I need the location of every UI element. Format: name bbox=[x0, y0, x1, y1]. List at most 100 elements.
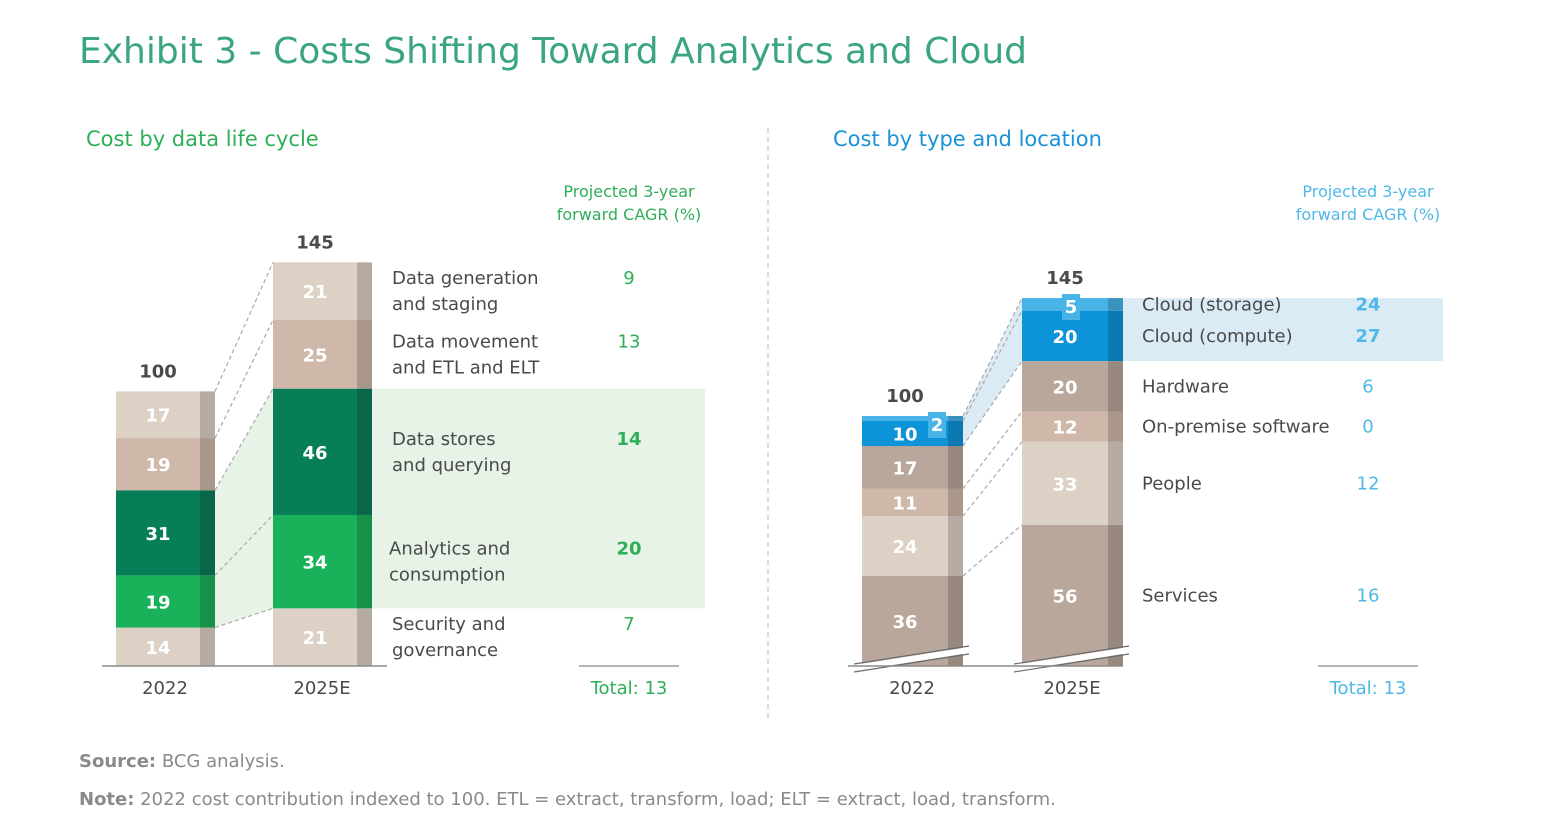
bar-segment-shade-on-premise-software-2025e bbox=[1108, 411, 1123, 442]
bar-segment-on-premise-software-2022 bbox=[862, 488, 948, 516]
series-label-on-premise-software: On-premise software bbox=[1142, 417, 1330, 438]
bar-segment-shade-data-stores-and-querying-2025e bbox=[357, 388, 372, 515]
value-label-people-2025e: 33 bbox=[1052, 474, 1077, 495]
bar-segment-data-movement-and-etl-and-elt-2025e bbox=[273, 320, 357, 389]
value-label-security-and-governance-2025e: 21 bbox=[302, 628, 327, 649]
bar-segment-shade-data-stores-and-querying-2022 bbox=[200, 490, 215, 576]
series-label-line-2: and ETL and ELT bbox=[392, 357, 540, 378]
value-label-hardware-2022: 17 bbox=[892, 458, 917, 479]
cagr-header-line-1: Projected 3-year bbox=[1302, 182, 1434, 201]
highlight-band bbox=[1123, 298, 1443, 362]
bar-segment-data-movement-and-etl-and-elt-2022 bbox=[116, 438, 200, 491]
series-label-line-1: Cloud (storage) bbox=[1142, 294, 1282, 315]
value-label-security-and-governance-2022: 14 bbox=[145, 638, 170, 659]
bar-segment-shade-on-premise-software-2022 bbox=[948, 488, 963, 516]
connector-line-hardware bbox=[962, 411, 1023, 489]
axis-break-line-a-2022 bbox=[853, 645, 970, 665]
panel-subtitle-cost-by-type-and-location: Cost by type and location bbox=[833, 127, 1102, 151]
series-label-line-1: People bbox=[1142, 473, 1202, 494]
value-label-data-stores-and-querying-2025e: 46 bbox=[302, 443, 327, 464]
value-label-services-2025e: 56 bbox=[1052, 586, 1077, 607]
connector-line-top bbox=[214, 262, 274, 392]
axis-break-line-b-2025e bbox=[1013, 653, 1130, 673]
value-label-cloud-compute-2022: 10 bbox=[892, 425, 917, 446]
cagr-value-cloud-storage: 24 bbox=[1355, 294, 1380, 315]
bar-segment-data-generation-and-staging-2022 bbox=[116, 391, 200, 439]
highlight-connector bbox=[215, 388, 273, 628]
value-badge-cloud-storage-2025e bbox=[1062, 294, 1080, 321]
cagr-value-people: 12 bbox=[1357, 473, 1380, 494]
series-label-analytics-and-consumption: Analytics and consumption bbox=[389, 539, 510, 586]
series-label-services: Services bbox=[1142, 585, 1218, 606]
series-label-line-2: consumption bbox=[389, 565, 506, 586]
bar-segment-shade-analytics-and-consumption-2022 bbox=[200, 575, 215, 628]
series-label-data-generation-and-staging: Data generation and staging bbox=[392, 268, 539, 315]
series-label-line-2: and querying bbox=[392, 455, 511, 476]
footnote: Note: 2022 cost contribution indexed to … bbox=[79, 789, 1056, 810]
bar-segment-shade-analytics-and-consumption-2025e bbox=[357, 514, 372, 609]
series-label-cloud-storage: Cloud (storage) bbox=[1142, 294, 1282, 315]
bar-segment-data-stores-and-querying-2025e bbox=[273, 388, 357, 515]
bar-segment-services-2025e bbox=[1022, 524, 1108, 666]
bar-segment-shade-cloud-storage-2022 bbox=[948, 416, 963, 421]
value-label-data-generation-and-staging-2025e: 21 bbox=[302, 282, 327, 303]
axis-break-gap-2022 bbox=[853, 647, 970, 671]
series-label-line-1: Hardware bbox=[1142, 376, 1229, 397]
cagr-value-data-stores-and-querying: 14 bbox=[616, 429, 641, 450]
bar-segment-shade-data-movement-and-etl-and-elt-2025e bbox=[357, 320, 372, 389]
bar-segment-shade-data-movement-and-etl-and-elt-2022 bbox=[200, 438, 215, 491]
bar-segment-shade-people-2025e bbox=[1108, 441, 1123, 525]
bar-segment-shade-cloud-storage-2025e bbox=[1108, 298, 1123, 311]
cagr-header-line-2: forward CAGR (%) bbox=[1296, 205, 1441, 224]
bar-segment-shade-security-and-governance-2025e bbox=[357, 608, 372, 666]
source-note: Source: BCG analysis. bbox=[79, 751, 285, 772]
axis-break-line-a-2025e bbox=[1013, 645, 1130, 665]
category-label-2022: 2022 bbox=[142, 678, 188, 699]
bar-segment-on-premise-software-2025e bbox=[1022, 411, 1108, 442]
series-label-line-1: Data movement bbox=[392, 331, 538, 352]
total-label-2022: 100 bbox=[139, 361, 177, 382]
series-label-line-1: Cloud (compute) bbox=[1142, 326, 1293, 347]
connector-line-cloud-compute bbox=[962, 360, 1023, 447]
value-label-analytics-and-consumption-2025e: 34 bbox=[302, 553, 327, 574]
cagr-value-services: 16 bbox=[1357, 585, 1380, 606]
chart-panel-type-location: Cost by type and location Projected 3-yea… bbox=[833, 127, 1443, 699]
cagr-value-on-premise-software: 0 bbox=[1362, 417, 1373, 438]
bar-segment-shade-people-2022 bbox=[948, 516, 963, 576]
value-label-data-generation-and-staging-2022: 17 bbox=[145, 406, 170, 427]
series-label-data-movement-and-etl-and-elt: Data movement and ETL and ELT bbox=[392, 331, 540, 378]
bar-segment-shade-services-2025e bbox=[1108, 524, 1123, 666]
bar-segment-analytics-and-consumption-2025e bbox=[273, 514, 357, 609]
cagr-value-analytics-and-consumption: 20 bbox=[616, 539, 641, 560]
bar-segment-security-and-governance-2025e bbox=[273, 608, 357, 666]
cagr-header-line-1: Projected 3-year bbox=[563, 182, 695, 201]
series-label-line-1: Data generation bbox=[392, 268, 539, 289]
panel-subtitle-cost-by-data-life-cycle: Cost by data life cycle bbox=[86, 127, 319, 151]
total-label-2025e: 145 bbox=[1046, 268, 1084, 289]
bar-segment-hardware-2022 bbox=[862, 446, 948, 489]
axis-break-gap-2025e bbox=[1013, 647, 1130, 671]
series-label-hardware: Hardware bbox=[1142, 376, 1229, 397]
cagr-value-data-movement-and-etl-and-elt: 13 bbox=[618, 331, 641, 352]
series-label-line-2: governance bbox=[392, 640, 498, 661]
bar-segment-data-stores-and-querying-2022 bbox=[116, 490, 200, 576]
source-label: Source: bbox=[79, 751, 156, 772]
bar-segment-people-2022 bbox=[862, 516, 948, 576]
bar-segment-shade-cloud-compute-2022 bbox=[948, 421, 963, 446]
series-label-line-1: Data stores bbox=[392, 429, 496, 450]
category-label-2022: 2022 bbox=[889, 678, 935, 699]
series-label-people: People bbox=[1142, 473, 1202, 494]
cagr-value-hardware: 6 bbox=[1362, 376, 1373, 397]
axis-break-line-b-2022 bbox=[853, 653, 970, 673]
note-text: 2022 cost contribution indexed to 100. E… bbox=[134, 789, 1055, 810]
bar-segment-hardware-2025e bbox=[1022, 361, 1108, 412]
value-label-hardware-2025e: 20 bbox=[1052, 377, 1077, 398]
category-label-2025e: 2025E bbox=[1043, 678, 1100, 699]
bar-segment-security-and-governance-2022 bbox=[116, 627, 200, 666]
cagr-value-data-generation-and-staging: 9 bbox=[623, 268, 634, 289]
bar-segment-shade-data-generation-and-staging-2025e bbox=[357, 262, 372, 321]
bar-segment-shade-hardware-2022 bbox=[948, 446, 963, 489]
value-label-analytics-and-consumption-2022: 19 bbox=[145, 592, 170, 613]
value-badge-cloud-storage-2022 bbox=[928, 412, 946, 438]
cagr-total: Total: 13 bbox=[590, 678, 668, 699]
